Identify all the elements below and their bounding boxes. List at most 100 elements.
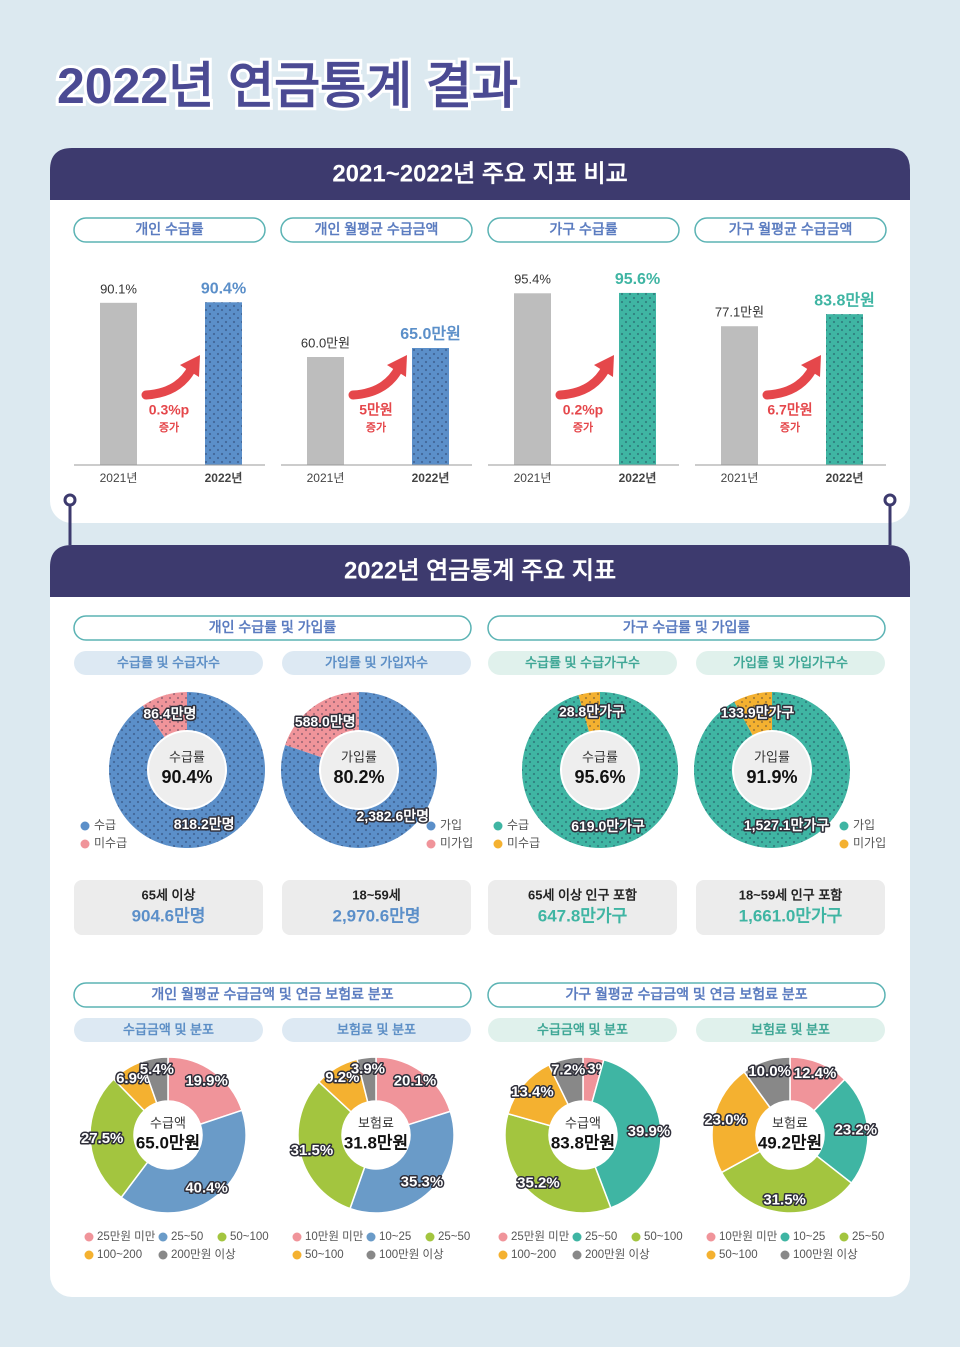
bar <box>100 302 137 465</box>
arrow-icon <box>141 363 197 400</box>
center-label: 수급액 <box>150 1115 186 1130</box>
bar <box>721 326 758 465</box>
x-tick-label: 2021년 <box>721 471 759 485</box>
legend-label: 수급 <box>94 818 116 832</box>
segment-label: 9.2% <box>325 1069 359 1086</box>
legend-marker <box>493 821 503 831</box>
group-title: 개인 월평균 수급금액 및 연금 보험료 분포 <box>151 986 393 1002</box>
donut-center <box>342 1101 410 1169</box>
segment-texture <box>578 692 600 732</box>
value-label: 83.8만원 <box>814 291 875 309</box>
center-label: 가입률 <box>341 749 377 764</box>
chart-subtitle: 수급률 및 수급자수 <box>117 655 220 670</box>
legend-marker <box>839 1232 849 1242</box>
summary-note: 18~59세 인구 포함 <box>739 887 843 902</box>
value-label: 95.4% <box>514 272 551 287</box>
segment-texture <box>109 692 266 848</box>
legend-label: 25~50 <box>171 1231 203 1243</box>
panel-pill <box>487 217 680 243</box>
segment-label: 10.0% <box>748 1063 791 1080</box>
legend-marker <box>572 1232 582 1242</box>
legend-label: 25~50 <box>852 1231 884 1243</box>
legend-marker <box>631 1232 641 1242</box>
summary-note: 65세 이상 <box>142 887 196 902</box>
chart-subtitle: 수급금액 및 분포 <box>123 1022 214 1037</box>
sub-pill <box>282 1018 471 1042</box>
summary-box <box>488 880 677 935</box>
arrow-icon <box>762 363 818 400</box>
card <box>50 545 910 1297</box>
segment-label: 818.2만명 <box>174 816 235 832</box>
segment-label: 23.2% <box>835 1122 878 1139</box>
sub-pill <box>282 651 471 675</box>
legend-marker <box>84 1250 94 1260</box>
arrow-head <box>180 355 200 377</box>
group-pill <box>487 982 886 1008</box>
value-label: 95.6% <box>615 271 660 288</box>
legend-marker <box>84 1232 94 1242</box>
legend-label: 200만원 이상 <box>171 1247 236 1261</box>
arrow-head <box>801 355 821 377</box>
bar-texture <box>205 302 242 465</box>
center-value: 65.0만원 <box>136 1133 200 1152</box>
chart-subtitle: 가입률 및 가입가구수 <box>733 655 848 670</box>
donut-center <box>549 1101 617 1169</box>
segment-label: 35.3% <box>401 1173 444 1190</box>
segment-texture <box>142 692 187 737</box>
legend-label: 미가입 <box>853 836 886 850</box>
segment-label: 31.5% <box>763 1192 806 1209</box>
change-note: 증가 <box>159 420 179 434</box>
legend-marker <box>158 1232 168 1242</box>
center-value: 95.6% <box>574 767 625 787</box>
donut-center <box>149 732 225 808</box>
legend-label: 10~25 <box>379 1231 411 1243</box>
panel-pill <box>280 217 473 243</box>
legend-marker <box>425 1232 435 1242</box>
value-label: 65.0만원 <box>400 325 461 343</box>
page-title: 2022년 연금통계 결과 <box>57 58 518 114</box>
bar <box>514 293 551 465</box>
value-label: 90.1% <box>100 281 137 296</box>
change-value: 6.7만원 <box>767 402 812 418</box>
arrow-icon <box>348 363 404 400</box>
group-title: 가구 월평균 수급금액 및 연금 보험료 분포 <box>565 986 807 1002</box>
summary-total: 1,661.0만가구 <box>739 906 843 925</box>
summary-total: 647.8만가구 <box>538 906 628 925</box>
legend-label: 100만원 이상 <box>793 1247 858 1261</box>
legend-marker <box>366 1250 376 1260</box>
center-value: 49.2만원 <box>758 1133 822 1152</box>
summary-box <box>282 880 471 935</box>
center-label: 보험료 <box>772 1115 808 1130</box>
sub-pill <box>696 651 885 675</box>
legend-label: 10만원 미만 <box>305 1229 364 1243</box>
summary-box <box>696 880 885 935</box>
legend-label: 25만원 미만 <box>97 1229 156 1243</box>
chart-subtitle: 보험료 및 분포 <box>751 1022 830 1037</box>
donut-segment <box>743 1056 791 1109</box>
bar <box>307 357 344 465</box>
legend-label: 미수급 <box>94 836 127 850</box>
legend-label: 50~100 <box>230 1231 269 1243</box>
summary-total: 2,970.6만명 <box>333 906 421 925</box>
legend-label: 10만원 미만 <box>719 1229 778 1243</box>
legend-marker <box>158 1250 168 1260</box>
center-label: 보험료 <box>358 1115 394 1130</box>
legend-marker <box>498 1250 508 1260</box>
legend-label: 50~100 <box>305 1249 344 1261</box>
value-label: 90.4% <box>201 280 246 297</box>
center-value: 83.8만원 <box>551 1133 615 1152</box>
center-value: 80.2% <box>333 767 384 787</box>
center-label: 가입률 <box>754 749 790 764</box>
legend-marker <box>493 839 503 849</box>
legend-label: 미가입 <box>440 836 473 850</box>
legend-label: 200만원 이상 <box>585 1247 650 1261</box>
center-value: 31.8만원 <box>344 1133 408 1152</box>
sub-pill <box>488 1018 677 1042</box>
x-tick-label: 2021년 <box>514 471 552 485</box>
legend-marker <box>80 839 90 849</box>
donut-center <box>134 1101 202 1169</box>
legend-marker <box>80 821 90 831</box>
segment-label: 1,527.1만가구 <box>744 817 829 833</box>
legend-marker <box>706 1232 716 1242</box>
